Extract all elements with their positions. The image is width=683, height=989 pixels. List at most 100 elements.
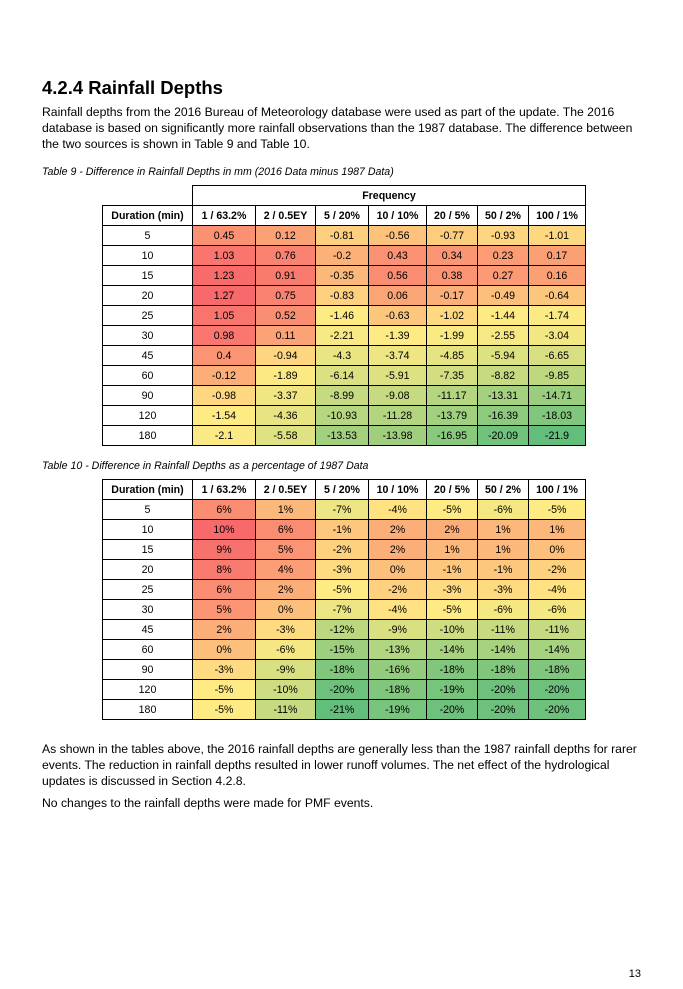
- value-cell: 1%: [426, 539, 478, 560]
- value-cell: -5%: [192, 699, 256, 720]
- value-cell: -6%: [528, 599, 586, 620]
- value-cell: -1.89: [255, 365, 316, 386]
- value-cell: -2%: [368, 579, 427, 600]
- value-cell: -1%: [477, 559, 529, 580]
- table10-col-header: 5 / 20%: [315, 479, 369, 500]
- value-cell: -1.39: [368, 325, 427, 346]
- value-cell: 0.38: [426, 265, 478, 286]
- value-cell: -10%: [426, 619, 478, 640]
- duration-cell: 25: [102, 579, 193, 600]
- value-cell: -0.2: [315, 245, 369, 266]
- table9-col-header: 50 / 2%: [477, 205, 529, 226]
- value-cell: -6%: [477, 499, 529, 520]
- table10-caption: Table 10 - Difference in Rainfall Depths…: [42, 460, 369, 472]
- value-cell: 0%: [192, 639, 256, 660]
- value-cell: -1%: [426, 559, 478, 580]
- value-cell: -5%: [426, 599, 478, 620]
- value-cell: -0.49: [477, 285, 529, 306]
- table10-col-header: 10 / 10%: [368, 479, 427, 500]
- table-row: 20 8% 4% -3% 0% -1% -1% -2%: [102, 559, 586, 580]
- value-cell: 1.03: [192, 245, 256, 266]
- value-cell: -9.08: [368, 385, 427, 406]
- value-cell: -18%: [368, 679, 427, 700]
- table-row: 60 -0.12 -1.89 -6.14 -5.91 -7.35 -8.82 -9.85: [102, 365, 586, 386]
- duration-cell: 25: [102, 305, 193, 326]
- value-cell: 0.34: [426, 245, 478, 266]
- value-cell: -6.14: [315, 365, 369, 386]
- value-cell: -7%: [315, 599, 369, 620]
- value-cell: -0.93: [477, 225, 529, 246]
- value-cell: 0.52: [255, 305, 316, 326]
- table9-col-header: 2 / 0.5EY: [255, 205, 316, 226]
- value-cell: -1.99: [426, 325, 478, 346]
- table9-col-header: 10 / 10%: [368, 205, 427, 226]
- value-cell: -0.98: [192, 385, 256, 406]
- value-cell: -11.17: [426, 385, 478, 406]
- duration-cell: 180: [102, 699, 193, 720]
- value-cell: 0.23: [477, 245, 529, 266]
- value-cell: -14%: [477, 639, 529, 660]
- table-row: 30 5% 0% -7% -4% -5% -6% -6%: [102, 599, 586, 620]
- value-cell: 0.91: [255, 265, 316, 286]
- value-cell: 0.43: [368, 245, 427, 266]
- table-row: 45 0.4 -0.94 -4.3 -3.74 -4.85 -5.94 -6.65: [102, 345, 586, 366]
- pmf-note-paragraph: No changes to the rainfall depths were m…: [42, 796, 374, 810]
- value-cell: -5%: [528, 499, 586, 520]
- value-cell: -5.94: [477, 345, 529, 366]
- duration-cell: 10: [102, 245, 193, 266]
- value-cell: -20%: [315, 679, 369, 700]
- table10-col-header: Duration (min): [102, 479, 193, 500]
- table10: Duration (min) 1 / 63.2% 2 / 0.5EY 5 / 20% 1…: [102, 479, 586, 720]
- value-cell: 0%: [255, 599, 316, 620]
- table-row: 10 10% 6% -1% 2% 2% 1% 1%: [102, 519, 586, 540]
- duration-cell: 20: [102, 285, 193, 306]
- value-cell: 2%: [192, 619, 256, 640]
- table-row: 30 0.98 0.11 -2.21 -1.39 -1.99 -2.55 -3.04: [102, 325, 586, 346]
- value-cell: 6%: [192, 579, 256, 600]
- value-cell: -20%: [528, 679, 586, 700]
- conclusion-paragraph: As shown in the tables above, the 2016 r…: [42, 742, 637, 788]
- value-cell: -8.99: [315, 385, 369, 406]
- value-cell: 0.16: [528, 265, 586, 286]
- value-cell: -1.02: [426, 305, 478, 326]
- value-cell: -0.83: [315, 285, 369, 306]
- value-cell: -5.91: [368, 365, 427, 386]
- table9-col-header: 5 / 20%: [315, 205, 369, 226]
- table-row: 120 -5% -10% -20% -18% -19% -20% -20%: [102, 679, 586, 700]
- value-cell: -20%: [528, 699, 586, 720]
- value-cell: -18.03: [528, 405, 586, 426]
- value-cell: -10.93: [315, 405, 369, 426]
- value-cell: -3.74: [368, 345, 427, 366]
- value-cell: -14%: [528, 639, 586, 660]
- value-cell: -9%: [368, 619, 427, 640]
- value-cell: -3%: [315, 559, 369, 580]
- value-cell: -0.35: [315, 265, 369, 286]
- table-row: 90 -0.98 -3.37 -8.99 -9.08 -11.17 -13.31 -14.71: [102, 385, 586, 406]
- value-cell: -11%: [255, 699, 316, 720]
- value-cell: 1.05: [192, 305, 256, 326]
- value-cell: 4%: [255, 559, 316, 580]
- table9-caption: Table 9 - Difference in Rainfall Depths …: [42, 166, 394, 178]
- value-cell: 9%: [192, 539, 256, 560]
- table-row: 180 -5% -11% -21% -19% -20% -20% -20%: [102, 699, 586, 720]
- value-cell: -0.81: [315, 225, 369, 246]
- table-row: 25 6% 2% -5% -2% -3% -3% -4%: [102, 579, 586, 600]
- value-cell: 2%: [368, 519, 427, 540]
- value-cell: -0.12: [192, 365, 256, 386]
- value-cell: -7%: [315, 499, 369, 520]
- value-cell: -4.36: [255, 405, 316, 426]
- duration-cell: 20: [102, 559, 193, 580]
- table-row: 10 1.03 0.76 -0.2 0.43 0.34 0.23 0.17: [102, 245, 586, 266]
- value-cell: 2%: [426, 519, 478, 540]
- value-cell: -1.74: [528, 305, 586, 326]
- value-cell: -20%: [477, 699, 529, 720]
- value-cell: 1%: [528, 519, 586, 540]
- value-cell: -11%: [477, 619, 529, 640]
- value-cell: -18%: [426, 659, 478, 680]
- value-cell: -2.21: [315, 325, 369, 346]
- value-cell: -3%: [255, 619, 316, 640]
- value-cell: -12%: [315, 619, 369, 640]
- value-cell: -0.64: [528, 285, 586, 306]
- table9-corner: [102, 185, 193, 206]
